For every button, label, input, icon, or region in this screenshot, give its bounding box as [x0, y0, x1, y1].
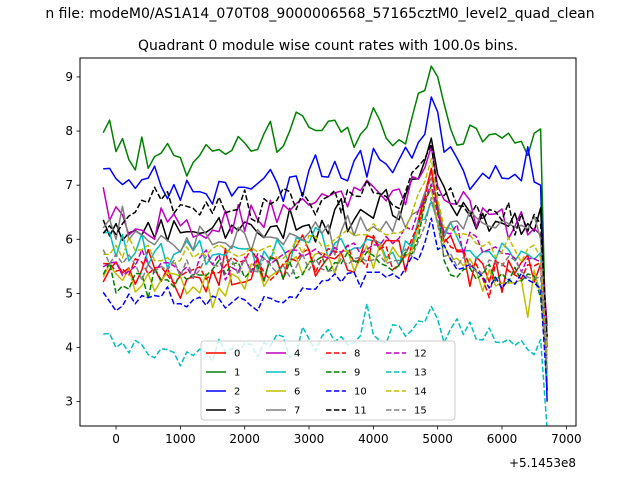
series-line-13 — [103, 302, 548, 426]
legend-label-11: 11 — [354, 406, 367, 417]
series-line-9 — [102, 184, 548, 370]
legend-label-15: 15 — [414, 406, 427, 417]
x-tick-label: 6000 — [487, 432, 518, 446]
legend-label-13: 13 — [414, 368, 427, 379]
series-line-3 — [102, 137, 548, 348]
series-line-15 — [102, 196, 548, 370]
series-line-4 — [102, 146, 548, 326]
legend-label-2: 2 — [234, 387, 240, 398]
legend-label-5: 5 — [294, 368, 300, 379]
legend-label-9: 9 — [354, 368, 360, 379]
series-line-10 — [102, 217, 548, 391]
legend-label-7: 7 — [294, 406, 300, 417]
series-line-7 — [102, 176, 548, 348]
chart-suptitle: n file: modeM0/AS1A14_070T08_9000006568_… — [45, 6, 594, 22]
x-axis: 0 1000 2000 3000 4000 5000 6000 7000 — [112, 426, 582, 446]
y-axis: 3 4 5 6 7 8 9 — [65, 70, 80, 409]
chart-title: Quadrant 0 module wise count rates with … — [138, 38, 518, 54]
legend-frame — [200, 340, 456, 421]
legend-label-6: 6 — [294, 387, 300, 398]
y-tick-label: 4 — [65, 341, 73, 355]
plot-lines — [102, 65, 548, 426]
plot-frame — [79, 57, 577, 427]
y-tick-label: 7 — [65, 178, 73, 192]
series-line-14 — [103, 157, 548, 359]
x-tick-label: 2000 — [229, 432, 260, 446]
legend-label-12: 12 — [414, 349, 427, 360]
x-tick-label: 5000 — [422, 432, 453, 446]
series-line-2 — [103, 96, 548, 402]
y-tick-label: 6 — [65, 232, 73, 246]
y-tick-label: 9 — [65, 70, 73, 84]
y-tick-label: 5 — [65, 286, 73, 300]
legend-label-3: 3 — [234, 406, 240, 417]
legend-label-1: 1 — [234, 368, 240, 379]
series-line-12 — [102, 183, 548, 359]
x-tick-label: 0 — [112, 432, 120, 446]
legend-label-4: 4 — [294, 349, 300, 360]
x-offset-label: +5.1453e8 — [509, 456, 576, 470]
y-tick-label: 8 — [65, 124, 73, 138]
x-tick-label: 7000 — [551, 432, 582, 446]
series-line-0 — [102, 167, 548, 337]
series-line-11 — [102, 143, 548, 337]
y-tick-label: 3 — [65, 395, 73, 409]
x-tick-label: 4000 — [358, 432, 389, 446]
x-tick-label: 1000 — [165, 432, 196, 446]
series-line-1 — [102, 65, 548, 391]
legend-label-8: 8 — [354, 349, 360, 360]
legend-label-14: 14 — [414, 387, 427, 398]
legend-label-0: 0 — [234, 349, 240, 360]
x-tick-label: 3000 — [294, 432, 325, 446]
legend-label-10: 10 — [354, 387, 367, 398]
